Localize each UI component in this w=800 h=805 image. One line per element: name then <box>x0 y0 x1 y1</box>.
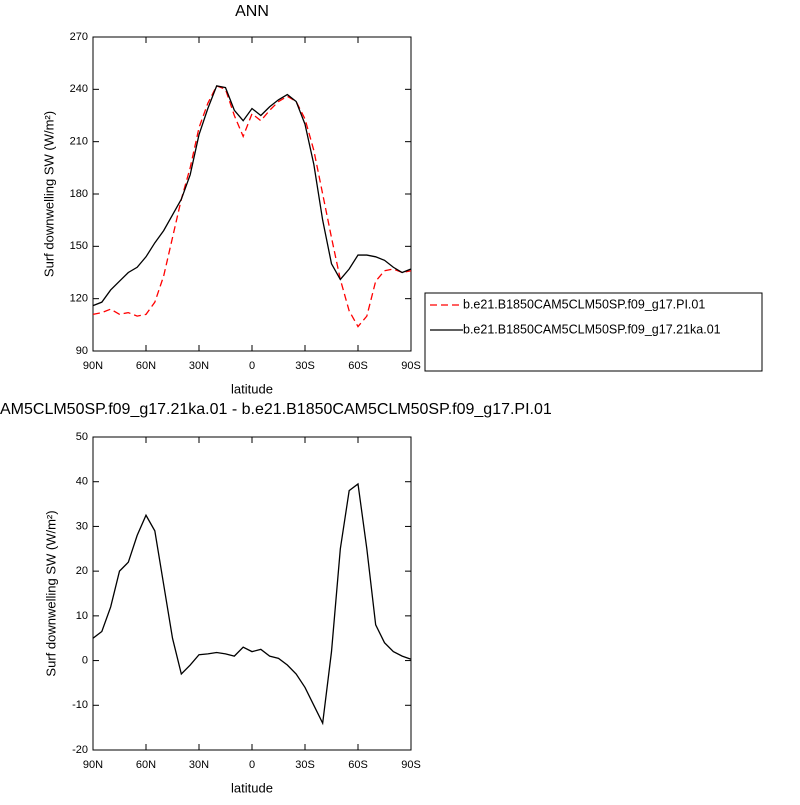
y-tick-label: 40 <box>76 476 88 488</box>
x-tick-label: 90S <box>401 360 421 372</box>
chart-title: AM5CLM50SP.f09_g17.21ka.01 - b.e21.B1850… <box>0 401 552 418</box>
data-line <box>92 482 412 726</box>
x-axis-label: latitude <box>231 780 273 795</box>
y-tick-label: 90 <box>76 345 88 357</box>
y-tick-label: 240 <box>70 83 88 95</box>
x-tick-label: 90N <box>83 360 103 372</box>
x-tick-label: 0 <box>249 360 255 372</box>
y-tick-label: 270 <box>70 31 88 43</box>
legend-label: b.e21.B1850CAM5CLM50SP.f09_g17.PI.01 <box>463 297 705 311</box>
y-tick-label: 20 <box>76 565 88 577</box>
y-tick-label: 180 <box>70 188 88 200</box>
y-axis-label: Surf downwelling SW (W/m²) <box>43 510 58 676</box>
plot-frame <box>92 436 412 751</box>
y-tick-label: 10 <box>76 610 88 622</box>
x-tick-label: 30S <box>295 759 315 771</box>
x-tick-label: 30N <box>189 360 209 372</box>
data-line <box>92 85 412 328</box>
data-line <box>92 85 412 307</box>
x-tick-label: 90S <box>401 759 421 771</box>
x-tick-label: 60S <box>348 759 368 771</box>
y-tick-label: 120 <box>70 293 88 305</box>
chart-title: ANN <box>235 3 269 20</box>
y-tick-label: 50 <box>76 431 88 443</box>
x-tick-label: 60N <box>136 360 156 372</box>
x-tick-label: 30S <box>295 360 315 372</box>
x-tick-label: 60S <box>348 360 368 372</box>
x-tick-label: 60N <box>136 759 156 771</box>
y-tick-label: -10 <box>72 699 88 711</box>
y-tick-label: 0 <box>82 654 88 666</box>
legend-box <box>424 292 763 372</box>
x-axis-label: latitude <box>231 381 273 396</box>
y-tick-label: 30 <box>76 520 88 532</box>
y-tick-label: 210 <box>70 136 88 148</box>
y-tick-label: 150 <box>70 240 88 252</box>
x-tick-label: 30N <box>189 759 209 771</box>
legend-label: b.e21.B1850CAM5CLM50SP.f09_g17.21ka.01 <box>463 322 721 336</box>
x-tick-label: 90N <box>83 759 103 771</box>
plot-frame <box>92 36 412 352</box>
y-axis-label: Surf downwelling SW (W/m²) <box>41 111 56 277</box>
x-tick-label: 0 <box>249 759 255 771</box>
y-tick-label: -20 <box>72 744 88 756</box>
